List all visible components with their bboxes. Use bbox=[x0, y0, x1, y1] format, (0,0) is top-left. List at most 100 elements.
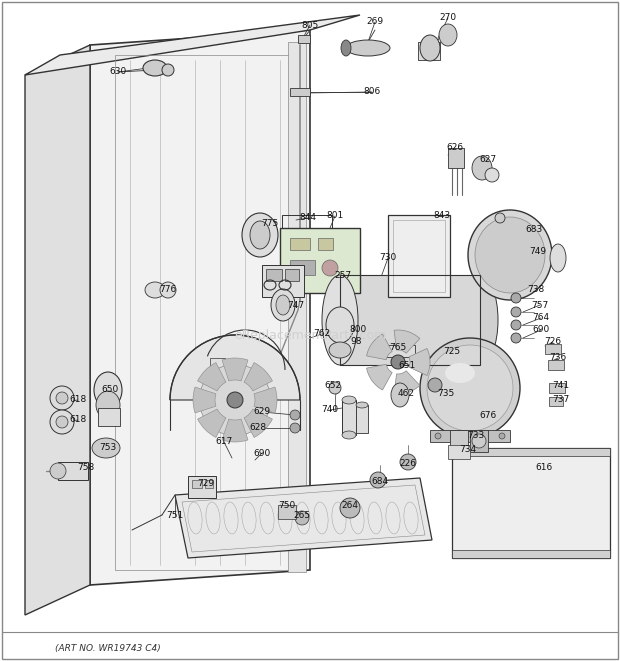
Text: 630: 630 bbox=[109, 67, 126, 77]
Circle shape bbox=[199, 364, 271, 436]
Text: 650: 650 bbox=[102, 385, 118, 395]
Circle shape bbox=[479, 433, 485, 439]
Wedge shape bbox=[198, 409, 226, 438]
Circle shape bbox=[499, 433, 505, 439]
Text: 736: 736 bbox=[549, 354, 567, 362]
Text: 725: 725 bbox=[443, 348, 461, 356]
Bar bbox=[188, 476, 216, 498]
Text: 776: 776 bbox=[159, 286, 177, 295]
Circle shape bbox=[428, 378, 442, 392]
Ellipse shape bbox=[250, 221, 270, 249]
Text: 618: 618 bbox=[69, 395, 87, 405]
Wedge shape bbox=[170, 335, 300, 400]
Circle shape bbox=[391, 355, 405, 369]
Bar bbox=[549, 383, 565, 393]
Circle shape bbox=[511, 293, 521, 303]
Bar bbox=[470, 430, 488, 452]
Bar bbox=[115, 55, 295, 570]
Text: 733: 733 bbox=[467, 430, 485, 440]
Bar bbox=[318, 238, 333, 250]
Ellipse shape bbox=[92, 438, 120, 458]
Circle shape bbox=[329, 382, 341, 394]
Text: 264: 264 bbox=[342, 500, 358, 510]
Text: 801: 801 bbox=[326, 212, 343, 221]
Circle shape bbox=[50, 386, 74, 410]
Ellipse shape bbox=[160, 282, 176, 298]
Circle shape bbox=[50, 463, 66, 479]
Text: 265: 265 bbox=[293, 510, 311, 520]
Bar bbox=[452, 448, 610, 558]
Bar bbox=[388, 215, 450, 297]
Wedge shape bbox=[244, 363, 272, 391]
Text: eReplacementParts.com: eReplacementParts.com bbox=[234, 329, 386, 342]
Text: 627: 627 bbox=[479, 155, 497, 165]
Ellipse shape bbox=[242, 213, 278, 257]
Ellipse shape bbox=[326, 307, 354, 343]
Polygon shape bbox=[90, 30, 310, 585]
Text: 98: 98 bbox=[350, 338, 361, 346]
Bar bbox=[450, 430, 468, 448]
Wedge shape bbox=[222, 419, 248, 442]
Wedge shape bbox=[366, 364, 392, 390]
Circle shape bbox=[511, 333, 521, 343]
Circle shape bbox=[290, 410, 300, 420]
Ellipse shape bbox=[420, 35, 440, 61]
Bar bbox=[205, 480, 213, 488]
Text: 730: 730 bbox=[379, 254, 397, 262]
Text: 269: 269 bbox=[366, 17, 384, 26]
Text: 751: 751 bbox=[166, 512, 184, 520]
Text: 726: 726 bbox=[544, 338, 562, 346]
Text: 844: 844 bbox=[299, 214, 316, 223]
Text: 690: 690 bbox=[533, 325, 549, 334]
Text: 616: 616 bbox=[536, 463, 552, 473]
Wedge shape bbox=[366, 334, 392, 360]
Text: 651: 651 bbox=[399, 360, 415, 369]
Ellipse shape bbox=[322, 275, 358, 365]
Text: 741: 741 bbox=[552, 381, 570, 391]
Ellipse shape bbox=[342, 431, 356, 439]
Ellipse shape bbox=[356, 402, 368, 408]
Circle shape bbox=[370, 472, 386, 488]
Wedge shape bbox=[222, 358, 248, 381]
Circle shape bbox=[56, 392, 68, 404]
Text: 740: 740 bbox=[321, 405, 339, 414]
Text: 683: 683 bbox=[525, 225, 542, 235]
Bar bbox=[280, 228, 360, 293]
Text: 617: 617 bbox=[215, 438, 232, 446]
Bar bbox=[192, 480, 202, 488]
Text: 805: 805 bbox=[301, 20, 319, 30]
Text: 628: 628 bbox=[249, 424, 267, 432]
Text: 758: 758 bbox=[78, 463, 95, 473]
Bar bbox=[58, 462, 88, 480]
Text: 764: 764 bbox=[533, 313, 549, 323]
Bar bbox=[545, 344, 561, 354]
Wedge shape bbox=[244, 409, 272, 438]
Text: 737: 737 bbox=[552, 395, 570, 405]
Ellipse shape bbox=[276, 295, 290, 315]
Text: 757: 757 bbox=[531, 301, 549, 309]
Text: 747: 747 bbox=[288, 301, 304, 309]
Ellipse shape bbox=[475, 217, 545, 293]
Wedge shape bbox=[394, 371, 420, 394]
Ellipse shape bbox=[346, 40, 390, 56]
Wedge shape bbox=[254, 387, 277, 413]
Text: 626: 626 bbox=[446, 143, 464, 153]
Bar bbox=[356, 405, 368, 433]
Wedge shape bbox=[394, 330, 420, 353]
Text: 462: 462 bbox=[397, 389, 415, 397]
Bar bbox=[278, 505, 296, 519]
Text: 734: 734 bbox=[459, 446, 477, 455]
Bar bbox=[262, 265, 304, 297]
Bar bbox=[430, 430, 510, 442]
Text: 257: 257 bbox=[334, 270, 352, 280]
Ellipse shape bbox=[342, 396, 356, 404]
Bar bbox=[549, 397, 563, 406]
Text: 226: 226 bbox=[399, 459, 417, 467]
Bar bbox=[290, 260, 315, 275]
Text: 690: 690 bbox=[254, 449, 270, 457]
Bar bbox=[298, 35, 310, 43]
Circle shape bbox=[295, 511, 309, 525]
Text: 800: 800 bbox=[350, 325, 366, 334]
Bar bbox=[210, 358, 225, 368]
Bar bbox=[393, 220, 445, 292]
